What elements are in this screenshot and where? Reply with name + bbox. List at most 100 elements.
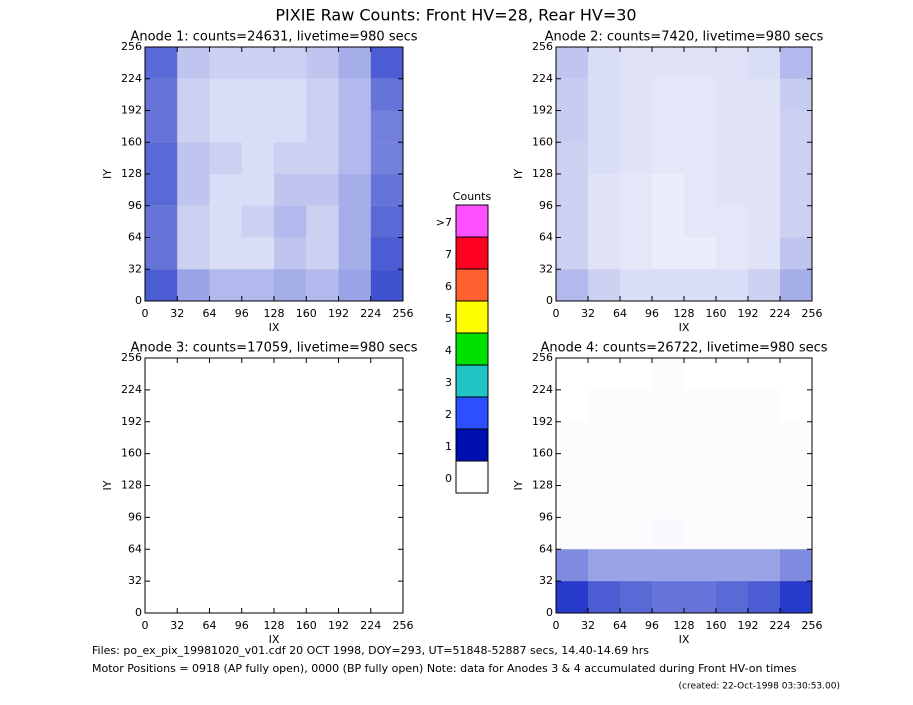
heatmap-cell — [177, 110, 210, 143]
heatmap-cell — [684, 174, 716, 206]
heatmap-cell — [306, 269, 339, 301]
heatmap-cell — [274, 422, 306, 454]
heatmap-cell — [210, 422, 242, 454]
y-axis-label: IY — [101, 480, 114, 490]
y-tick-label: 32 — [539, 262, 553, 275]
heatmap-cell — [684, 422, 716, 454]
heatmap-cell — [145, 454, 177, 486]
colorbar-label: 5 — [445, 312, 452, 325]
x-tick-label: 160 — [706, 307, 727, 320]
heatmap-cell — [684, 237, 716, 270]
heatmap-cell — [338, 269, 371, 301]
heatmap-cell — [145, 78, 178, 111]
heatmap-cell — [145, 110, 178, 143]
heatmap-cell — [780, 390, 812, 422]
heatmap-cell — [177, 174, 210, 206]
heatmap-cell — [209, 142, 242, 174]
heatmap-cell — [241, 205, 274, 238]
x-tick-label: 0 — [142, 619, 149, 632]
heatmap-cell — [588, 142, 620, 174]
y-tick-label: 224 — [121, 72, 142, 85]
heatmap-cell — [274, 390, 306, 422]
heatmap-cell — [338, 174, 371, 206]
heatmap-cell — [370, 237, 403, 270]
heatmap-cell — [371, 358, 403, 390]
heatmap-cell — [274, 47, 307, 79]
heatmap-cell — [748, 237, 780, 270]
heatmap-cell — [177, 581, 209, 613]
x-axis-label: IX — [679, 321, 690, 334]
heatmap-cell — [652, 269, 684, 301]
heatmap-cell — [780, 581, 812, 613]
heatmap-cell — [339, 454, 371, 486]
heatmap-cell — [716, 517, 748, 549]
heatmap-cell — [716, 454, 748, 486]
heatmap-cell — [748, 581, 780, 613]
colorbar-label: 7 — [445, 248, 452, 261]
y-tick-label: 224 — [532, 72, 553, 85]
y-tick-label: 0 — [546, 294, 553, 307]
heatmap-cell — [716, 269, 748, 301]
heatmap-cell — [620, 110, 652, 143]
y-tick-label: 96 — [539, 199, 553, 212]
heatmap-cell — [177, 486, 209, 518]
heatmap-cell — [684, 486, 716, 518]
heatmap-cell — [684, 110, 716, 143]
heatmap-cell — [274, 549, 306, 581]
colorbar-swatch — [455, 460, 489, 494]
heatmap-cell — [209, 269, 242, 301]
page-title: PIXIE Raw Counts: Front HV=28, Rear HV=3… — [275, 6, 636, 25]
y-tick-label: 192 — [121, 415, 142, 428]
x-tick-label: 96 — [235, 307, 249, 320]
heatmap-cell — [306, 486, 338, 518]
heatmap-cell — [145, 390, 177, 422]
heatmap-cell — [274, 358, 306, 390]
heatmap-cell — [556, 581, 588, 613]
heatmap-cell — [716, 422, 748, 454]
y-tick-label: 64 — [128, 231, 142, 244]
heatmap-cell — [684, 142, 716, 174]
heatmap-cell — [241, 78, 274, 111]
heatmap-cell — [145, 269, 178, 301]
x-tick-label: 224 — [770, 619, 791, 632]
colorbar-label: 3 — [445, 376, 452, 389]
heatmap-cell — [242, 549, 274, 581]
heatmap-cell — [177, 390, 209, 422]
heatmap-cell — [716, 47, 748, 79]
heatmap-cell — [274, 517, 306, 549]
colorbar-swatch — [455, 396, 489, 430]
heatmap-cell — [780, 486, 812, 518]
heatmap-cell — [588, 78, 620, 111]
heatmap-cell — [145, 47, 178, 79]
heatmap-cell — [652, 390, 684, 422]
heatmap-cell — [716, 390, 748, 422]
heatmap-cell — [370, 78, 403, 111]
heatmap-cell — [177, 237, 210, 270]
heatmap-cell — [716, 205, 748, 238]
x-tick-label: 0 — [553, 619, 560, 632]
y-tick-label: 96 — [128, 510, 142, 523]
x-tick-label: 192 — [738, 307, 759, 320]
heatmap-cell — [241, 142, 274, 174]
heatmap-cell — [748, 269, 780, 301]
heatmap-cell — [306, 142, 339, 174]
heatmap-cell — [209, 47, 242, 79]
heatmap-cell — [370, 110, 403, 143]
heatmap-cell — [177, 454, 209, 486]
y-tick-label: 224 — [532, 383, 553, 396]
heatmap-cell — [652, 454, 684, 486]
colorbar-label: 2 — [445, 408, 452, 421]
heatmap-cell — [716, 78, 748, 111]
colorbar-label: 4 — [445, 344, 452, 357]
heatmap-cell — [145, 422, 177, 454]
heatmap-cell — [306, 358, 338, 390]
footer-line: Motor Positions = 0918 (AP fully open), … — [92, 662, 797, 675]
heatmap-cell — [556, 142, 588, 174]
y-tick-label: 96 — [128, 199, 142, 212]
y-tick-label: 128 — [532, 479, 553, 492]
heatmap-cell — [684, 358, 716, 390]
heatmap-cell — [620, 486, 652, 518]
footer-line: Files: po_ex_pix_19981020_v01.cdf 20 OCT… — [92, 644, 649, 657]
heatmap-cell — [242, 422, 274, 454]
heatmap-cell — [274, 78, 307, 111]
